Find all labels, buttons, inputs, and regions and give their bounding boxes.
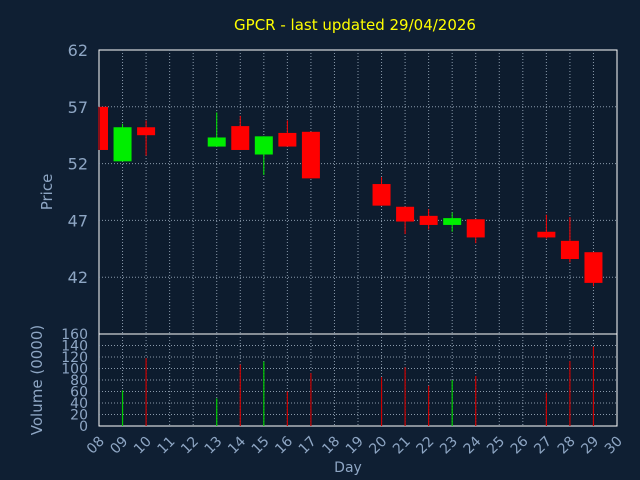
candle-body [584,252,603,283]
day-tick-label: 30 [602,434,626,458]
volume-tick-label: 60 [70,385,88,401]
price-tick-label: 62 [68,41,88,60]
day-tick-label: 14 [225,433,249,457]
candle-body [137,127,156,136]
volume-tick-label: 120 [61,350,88,366]
price-tick-label: 42 [68,268,88,287]
candle-body [372,184,391,206]
chart-title: GPCR - last updated 29/04/2026 [234,16,476,34]
day-tick-label: 29 [578,434,602,458]
day-tick-label: 22 [414,434,438,458]
candle-body [231,126,250,150]
day-tick-label: 25 [484,434,508,458]
candle-body [278,132,297,147]
volume-tick-label: 160 [61,327,88,343]
day-tick-label: 24 [461,433,485,457]
candle-body [537,231,556,238]
candle-body [419,215,438,225]
day-tick-label: 20 [366,434,390,458]
candle-body [396,206,415,222]
volume-bar-series [121,346,595,426]
volume-tick-label: 80 [70,373,88,389]
candle-body [443,218,462,225]
day-tick-label: 13 [202,434,226,458]
volume-tick-label: 20 [70,408,88,424]
day-tick-label: 17 [296,434,320,458]
day-tick-label: 08 [84,434,108,458]
candle-body [113,127,132,162]
day-tick-label: 28 [555,434,579,458]
candle-body [207,137,226,147]
day-x-tick-labels: 08 09 10 11 12 13 14 15 16 17 18 19 20 21 22 23 24 25 26 27… [84,433,626,457]
day-tick-label: 11 [155,434,179,458]
day-tick-label: 23 [437,434,461,458]
day-axis-label: Day [334,460,362,476]
candle-body [560,240,579,260]
day-tick-label: 16 [272,433,296,457]
day-tick-label: 26 [508,433,532,457]
candle-body [254,136,273,155]
candle-body [100,106,108,150]
price-tick-label: 47 [68,211,88,230]
volume-tick-label: 0 [79,419,88,435]
day-tick-label: 27 [531,434,555,458]
candle-body [301,131,320,179]
day-tick-label: 18 [319,434,343,458]
volume-tick-label: 100 [61,362,88,378]
volume-axis-label: Volume (0000) [28,325,46,435]
day-tick-label: 09 [107,434,131,458]
day-tick-label: 15 [249,434,273,458]
day-tick-label: 21 [390,434,414,458]
price-y-tick-labels: 42 47 52 57 62 [68,41,88,287]
price-tick-label: 52 [68,155,88,174]
volume-tick-label: 140 [61,339,88,355]
candle-body [466,219,485,238]
day-tick-label: 12 [178,434,202,458]
price-tick-label: 57 [68,98,88,117]
day-tick-label: 10 [131,434,155,458]
day-tick-label: 19 [343,434,367,458]
price-axis-label: Price [38,174,56,211]
candlestick-series [98,106,603,287]
volume-tick-label: 40 [70,396,88,412]
